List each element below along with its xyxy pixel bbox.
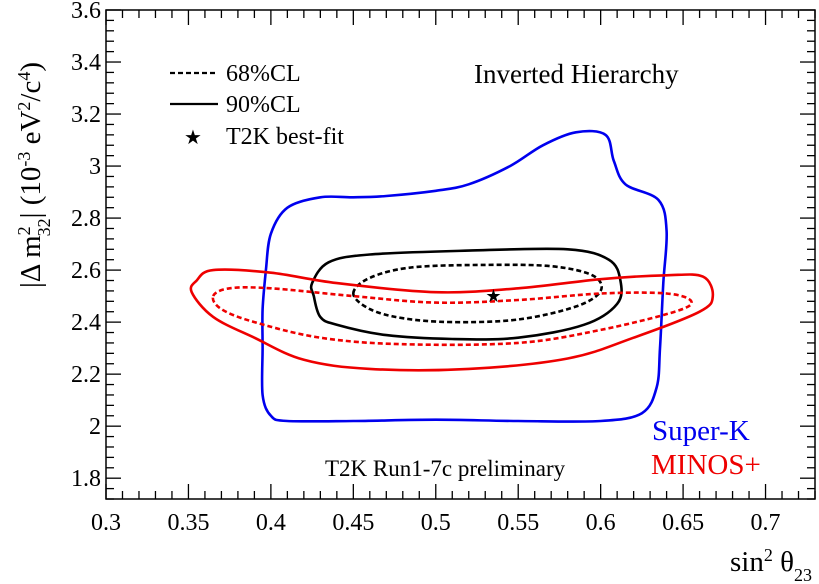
x-tick-label: 0.7	[751, 510, 781, 536]
legend-bestfit-label: T2K best-fit	[226, 124, 344, 150]
y-tick-label: 3	[89, 154, 101, 180]
x-tick-label: 0.6	[586, 510, 616, 536]
contour-0	[260, 129, 669, 423]
x-tick-label: 0.65	[662, 510, 704, 536]
legend: 68%CL 90%CL ★ T2K best-fit	[170, 61, 344, 150]
best-fit-star-icon: ★	[485, 286, 501, 307]
contour-layer	[189, 129, 715, 423]
contour-2	[352, 263, 603, 324]
x-axis-title: sin2 θ23	[730, 545, 812, 584]
y-tick-label: 2.8	[71, 206, 101, 232]
legend-90-label: 90%CL	[226, 92, 301, 118]
contour-1	[309, 247, 623, 341]
x-tick-label: 0.55	[497, 510, 539, 536]
legend-star-icon: ★	[184, 125, 202, 149]
contour-3	[189, 268, 715, 372]
plot-frame	[105, 9, 816, 500]
y-tick-label: 2.2	[71, 362, 101, 388]
y-tick-label: 2.6	[71, 258, 101, 284]
preliminary-label: T2K Run1-7c preliminary	[325, 456, 566, 481]
axis-ticks: 0.3 0.35 0.4 0.45 0.5 0.55 0.6 0.65 0.7 1.8 2 2.2 2.…	[71, 0, 816, 536]
hierarchy-label: Inverted Hierarchy	[474, 59, 679, 89]
x-tick-label: 0.35	[167, 510, 209, 536]
y-tick-label: 3.2	[71, 102, 101, 128]
y-tick-label: 3.4	[71, 50, 101, 76]
y-tick-label: 2.4	[71, 310, 101, 336]
x-tick-label: 0.5	[421, 510, 451, 536]
y-axis-title: |Δ m232| (10-3 eV2/c4)	[14, 62, 54, 288]
x-tick-label: 0.45	[332, 510, 374, 536]
y-tick-label: 3.6	[71, 0, 101, 24]
superk-label: Super-K	[652, 415, 750, 447]
x-tick-label: 0.4	[256, 510, 286, 536]
y-tick-label: 1.8	[71, 466, 101, 492]
x-tick-label: 0.3	[91, 510, 121, 536]
minos-label: MINOS+	[651, 449, 761, 481]
contour-4	[211, 286, 693, 347]
y-tick-label: 2	[89, 414, 101, 440]
legend-68-label: 68%CL	[226, 61, 301, 87]
